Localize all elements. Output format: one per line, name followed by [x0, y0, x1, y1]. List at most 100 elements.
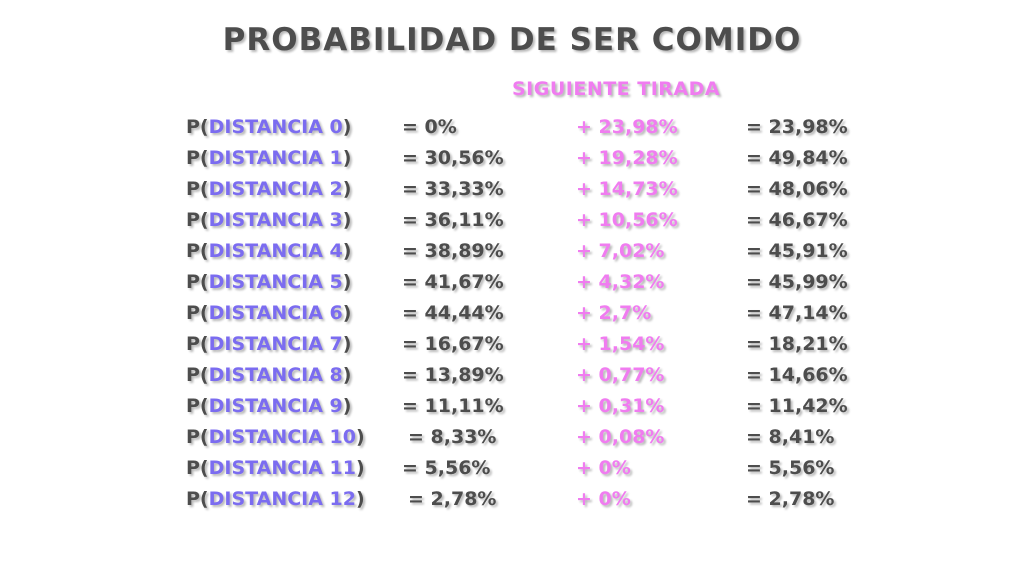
table-row: P(DISTANCIA 2) = 33,33% + 14,73% = 48,06… [0, 176, 1024, 207]
total-probability: = 14,66% [746, 364, 848, 386]
table-row: P(DISTANCIA 7) = 16,67% + 1,54% = 18,21% [0, 331, 1024, 362]
next-roll-probability: + 2,7% [576, 302, 652, 324]
table-row: P(DISTANCIA 12) = 2,78% + 0% = 2,78% [0, 486, 1024, 517]
row-label: P(DISTANCIA 9) [186, 393, 351, 419]
label-suffix: ) [356, 488, 365, 510]
next-roll-probability: + 23,98% [576, 116, 678, 138]
label-suffix: ) [342, 271, 352, 293]
base-probability: = 41,67% [402, 271, 504, 293]
base-probability: = 36,11% [402, 209, 504, 231]
label-suffix: ) [342, 302, 352, 324]
base-probability: = 5,56% [402, 457, 491, 479]
row-label: P(DISTANCIA 6) [186, 300, 351, 326]
label-suffix: ) [342, 395, 352, 417]
label-prefix: P( [186, 116, 209, 138]
total-probability: = 5,56% [746, 457, 835, 479]
row-label: P(DISTANCIA 3) [186, 207, 351, 233]
table-row: P(DISTANCIA 5) = 41,67% + 4,32% = 45,99% [0, 269, 1024, 300]
label-suffix: ) [342, 209, 352, 231]
total-probability: = 23,98% [746, 116, 848, 138]
label-prefix: P( [186, 333, 209, 355]
row-label: P(DISTANCIA 0) [186, 114, 351, 140]
distance-label: DISTANCIA 2 [208, 178, 343, 200]
total-probability: = 48,06% [746, 178, 848, 200]
row-label: P(DISTANCIA 7) [186, 331, 351, 357]
next-roll-probability: + 4,32% [576, 271, 665, 293]
row-label: P(DISTANCIA 12) [186, 486, 365, 512]
distance-label: DISTANCIA 0 [208, 116, 343, 138]
distance-label: DISTANCIA 12 [208, 488, 356, 510]
total-probability: = 45,91% [746, 240, 848, 262]
label-suffix: ) [342, 116, 352, 138]
label-suffix: ) [356, 426, 365, 448]
base-probability: = 8,33% [408, 426, 497, 448]
label-prefix: P( [186, 457, 209, 479]
label-suffix: ) [342, 147, 352, 169]
distance-label: DISTANCIA 6 [208, 302, 343, 324]
base-probability: = 11,11% [402, 395, 504, 417]
next-roll-probability: + 0,31% [576, 395, 665, 417]
total-probability: = 2,78% [746, 488, 835, 510]
label-suffix: ) [356, 457, 365, 479]
base-probability: = 33,33% [402, 178, 504, 200]
label-prefix: P( [186, 271, 209, 293]
row-label: P(DISTANCIA 8) [186, 362, 351, 388]
row-label: P(DISTANCIA 10) [186, 424, 365, 450]
base-probability: = 30,56% [402, 147, 504, 169]
distance-label: DISTANCIA 10 [208, 426, 356, 448]
table-row: P(DISTANCIA 0) = 0% + 23,98% = 23,98% [0, 114, 1024, 145]
label-prefix: P( [186, 488, 209, 510]
label-prefix: P( [186, 395, 209, 417]
table-row: P(DISTANCIA 11) = 5,56% + 0% = 5,56% [0, 455, 1024, 486]
next-roll-probability: + 0% [576, 488, 631, 510]
next-roll-probability: + 14,73% [576, 178, 678, 200]
next-roll-probability: + 0,08% [576, 426, 665, 448]
row-label: P(DISTANCIA 1) [186, 145, 351, 171]
total-probability: = 18,21% [746, 333, 848, 355]
row-label: P(DISTANCIA 4) [186, 238, 351, 264]
label-prefix: P( [186, 178, 209, 200]
label-prefix: P( [186, 364, 209, 386]
table-row: P(DISTANCIA 9) = 11,11% + 0,31% = 11,42% [0, 393, 1024, 424]
label-prefix: P( [186, 209, 209, 231]
next-roll-probability: + 1,54% [576, 333, 665, 355]
row-label: P(DISTANCIA 5) [186, 269, 351, 295]
distance-label: DISTANCIA 3 [208, 209, 343, 231]
total-probability: = 45,99% [746, 271, 848, 293]
base-probability: = 13,89% [402, 364, 504, 386]
label-suffix: ) [342, 333, 352, 355]
distance-label: DISTANCIA 8 [208, 364, 343, 386]
label-suffix: ) [342, 240, 352, 262]
label-suffix: ) [342, 364, 352, 386]
table-row: P(DISTANCIA 6) = 44,44% + 2,7% = 47,14% [0, 300, 1024, 331]
total-probability: = 8,41% [746, 426, 835, 448]
next-roll-probability: + 10,56% [576, 209, 678, 231]
label-prefix: P( [186, 426, 209, 448]
total-probability: = 49,84% [746, 147, 848, 169]
total-probability: = 46,67% [746, 209, 848, 231]
table-row: P(DISTANCIA 4) = 38,89% + 7,02% = 45,91% [0, 238, 1024, 269]
probability-table: P(DISTANCIA 0) = 0% + 23,98% = 23,98% P(… [0, 114, 1024, 517]
base-probability: = 16,67% [402, 333, 504, 355]
next-roll-probability: + 0,77% [576, 364, 665, 386]
label-prefix: P( [186, 240, 209, 262]
base-probability: = 38,89% [402, 240, 504, 262]
row-label: P(DISTANCIA 2) [186, 176, 351, 202]
distance-label: DISTANCIA 11 [208, 457, 356, 479]
distance-label: DISTANCIA 7 [208, 333, 343, 355]
distance-label: DISTANCIA 1 [208, 147, 343, 169]
distance-label: DISTANCIA 5 [208, 271, 343, 293]
label-prefix: P( [186, 302, 209, 324]
next-roll-probability: + 7,02% [576, 240, 665, 262]
label-prefix: P( [186, 147, 209, 169]
row-label: P(DISTANCIA 11) [186, 455, 365, 481]
next-roll-probability: + 0% [576, 457, 631, 479]
table-row: P(DISTANCIA 10) = 8,33% + 0,08% = 8,41% [0, 424, 1024, 455]
total-probability: = 11,42% [746, 395, 848, 417]
page-title: PROBABILIDAD DE SER COMIDO [222, 22, 802, 58]
distance-label: DISTANCIA 9 [208, 395, 343, 417]
next-roll-probability: + 19,28% [576, 147, 678, 169]
label-suffix: ) [342, 178, 352, 200]
table-row: P(DISTANCIA 3) = 36,11% + 10,56% = 46,67… [0, 207, 1024, 238]
base-probability: = 2,78% [408, 488, 497, 510]
